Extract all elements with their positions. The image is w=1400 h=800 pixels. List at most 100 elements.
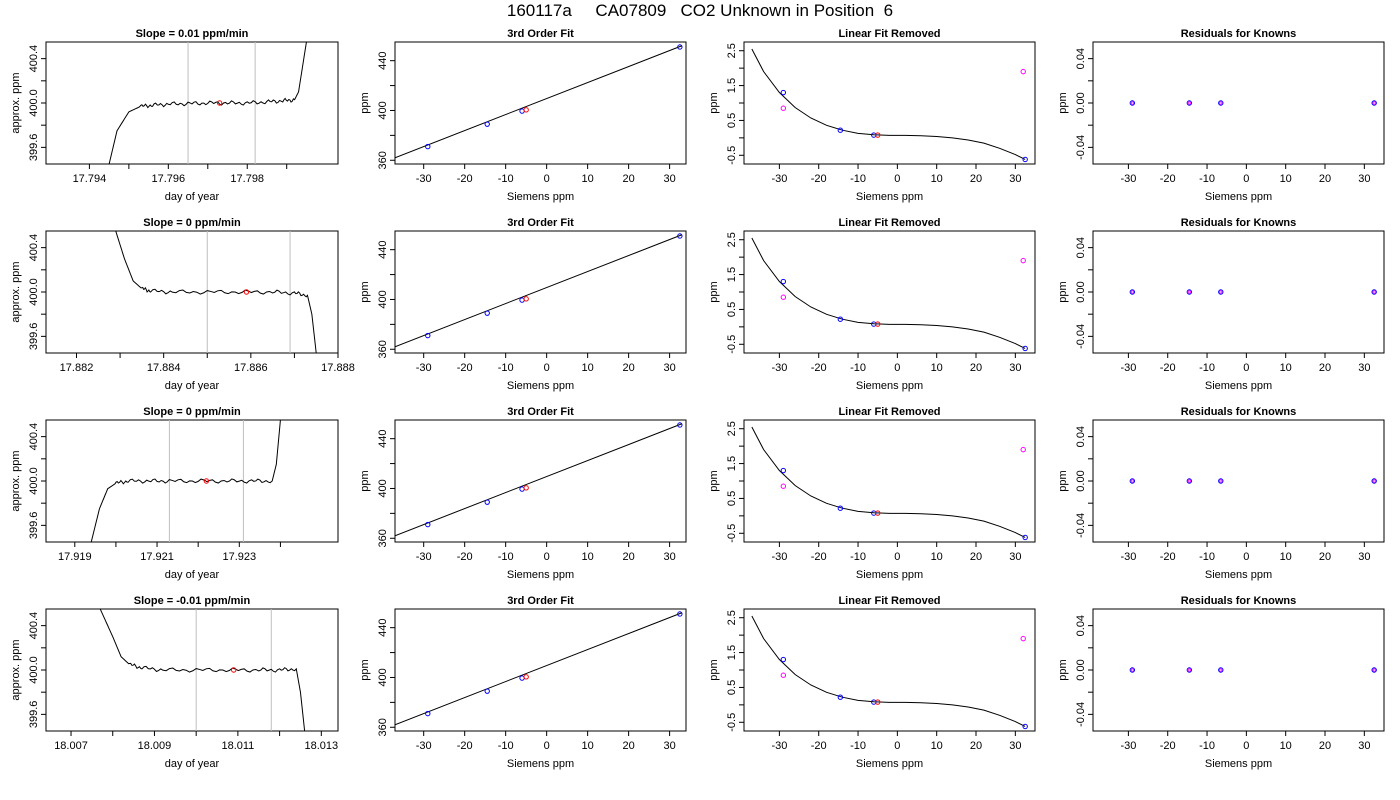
data-point <box>1186 289 1193 295</box>
x-tick-label: 10 <box>582 551 594 563</box>
x-axis-label: Siemens ppm <box>507 380 574 392</box>
x-axis-label: Siemens ppm <box>856 569 923 581</box>
x-tick-label: -20 <box>457 173 473 185</box>
residual-inner <box>1219 479 1223 483</box>
trace-line <box>99 609 306 731</box>
y-tick-label: 400.4 <box>28 423 40 451</box>
x-tick-label: 18.007 <box>54 740 88 752</box>
data-point <box>780 467 787 474</box>
y-tick-label: -0.04 <box>1075 513 1087 538</box>
unknown-point <box>780 483 787 489</box>
plot-area <box>751 237 1028 352</box>
x-tick-label: 30 <box>1009 362 1021 374</box>
unknown-point <box>1020 257 1026 264</box>
data-point <box>1022 723 1028 730</box>
x-tick-label: 30 <box>1358 173 1370 185</box>
data-point <box>1218 478 1224 484</box>
data-point <box>1022 534 1028 541</box>
residual-inner <box>1130 479 1134 483</box>
trace-line <box>115 231 317 353</box>
panel-r3-trace: Slope = -0.01 ppm/min 18.007 18.009 18.011 1… <box>10 595 339 770</box>
x-tick-label: 20 <box>622 173 634 185</box>
x-tick-label: 20 <box>622 740 634 752</box>
data-point <box>1129 478 1136 484</box>
x-tick-label: 30 <box>1358 740 1370 752</box>
residual-inner <box>1130 101 1134 105</box>
x-tick-label: 17.882 <box>60 362 94 374</box>
y-tick-label: 2.5 <box>726 232 738 247</box>
x-axis-label: Siemens ppm <box>1205 191 1272 203</box>
data-point <box>425 143 431 150</box>
x-tick-label: -30 <box>1120 740 1136 752</box>
x-tick-label: 10 <box>1280 740 1292 752</box>
x-tick-label: 10 <box>1280 173 1292 185</box>
x-tick-label: 0 <box>544 362 550 374</box>
x-tick-label: -20 <box>457 362 473 374</box>
y-axis-label: approx. ppm <box>10 261 22 322</box>
y-axis-label: ppm <box>359 281 371 302</box>
data-point <box>1022 345 1028 352</box>
y-tick-label: 1.5 <box>726 645 738 660</box>
mean-marker <box>243 289 250 295</box>
y-tick-label: 1.5 <box>726 267 738 282</box>
y-tick-label: 400.4 <box>28 45 40 73</box>
x-tick-label: 10 <box>931 551 943 563</box>
panel-title: Slope = -0.01 ppm/min <box>134 595 251 607</box>
x-tick-label: 0 <box>1243 362 1249 374</box>
panel-r2-trace: Slope = 0 ppm/min 17.919 17.921 17.923 399.6… <box>10 406 339 581</box>
plot-frame <box>1092 608 1385 732</box>
panel-r2-linear: Linear Fit Removed -30 -20 -10 0 10 20 30 -0.5 0.… <box>708 406 1036 581</box>
y-tick-label: 400.0 <box>28 656 40 684</box>
data-point <box>837 505 844 511</box>
data-point <box>1186 478 1193 484</box>
x-tick-label: -10 <box>498 551 514 563</box>
panel-title: Linear Fit Removed <box>838 217 940 229</box>
residual-inner <box>1187 101 1191 105</box>
data-point <box>875 510 881 516</box>
x-tick-label: 17.921 <box>140 551 174 563</box>
data-point <box>1022 156 1028 163</box>
page-title: 160117a CA07809 CO2 Unknown in Position … <box>506 1 894 20</box>
x-tick-label: 0 <box>894 551 900 563</box>
x-tick-label: -30 <box>771 740 787 752</box>
plot-frame <box>394 608 687 732</box>
panel-title: 3rd Order Fit <box>507 406 574 418</box>
data-point <box>523 296 529 302</box>
x-tick-label: 0 <box>544 551 550 563</box>
x-tick-label: -10 <box>1199 173 1215 185</box>
y-axis-label: ppm <box>1057 470 1069 491</box>
y-axis-label: ppm <box>1057 281 1069 302</box>
panel-title: Linear Fit Removed <box>838 406 940 418</box>
panel-title: Residuals for Knowns <box>1181 217 1297 229</box>
y-tick-label: 0.5 <box>726 491 738 506</box>
x-tick-label: 30 <box>1358 362 1370 374</box>
x-axis-label: Siemens ppm <box>1205 758 1272 770</box>
data-point <box>1129 667 1136 673</box>
residual-inner <box>1187 290 1191 294</box>
x-tick-label: -20 <box>811 173 827 185</box>
panel-title: Linear Fit Removed <box>838 595 940 607</box>
panel-r2-resid: Residuals for Knowns -30 -20 -10 0 10 20 30 -0.0… <box>1057 406 1385 581</box>
data-point <box>1129 289 1136 295</box>
fit-curve <box>751 48 1026 160</box>
x-tick-label: -30 <box>771 362 787 374</box>
x-tick-label: 30 <box>663 551 675 563</box>
plot-area <box>108 42 307 164</box>
panel-r3-linear: Linear Fit Removed -30 -20 -10 0 10 20 30 -0.5 0.… <box>708 595 1036 770</box>
unknown-point <box>780 672 787 678</box>
y-axis-label: approx. ppm <box>10 450 22 511</box>
x-tick-label: 20 <box>1319 173 1331 185</box>
y-tick-label: 0.00 <box>1075 281 1087 302</box>
panel-r1-linear: Linear Fit Removed -30 -20 -10 0 10 20 30 -0.5 0.… <box>708 217 1036 392</box>
y-tick-label: 400.0 <box>28 89 40 117</box>
y-axis-label: ppm <box>359 92 371 113</box>
data-point <box>875 699 881 705</box>
y-axis-label: ppm <box>708 470 720 491</box>
y-tick-label: 400 <box>377 479 389 497</box>
data-point <box>484 121 490 127</box>
x-tick-label: 20 <box>970 740 982 752</box>
data-point <box>1186 667 1193 673</box>
x-tick-label: 30 <box>663 362 675 374</box>
y-tick-label: 440 <box>377 240 389 258</box>
x-axis-label: Siemens ppm <box>856 380 923 392</box>
